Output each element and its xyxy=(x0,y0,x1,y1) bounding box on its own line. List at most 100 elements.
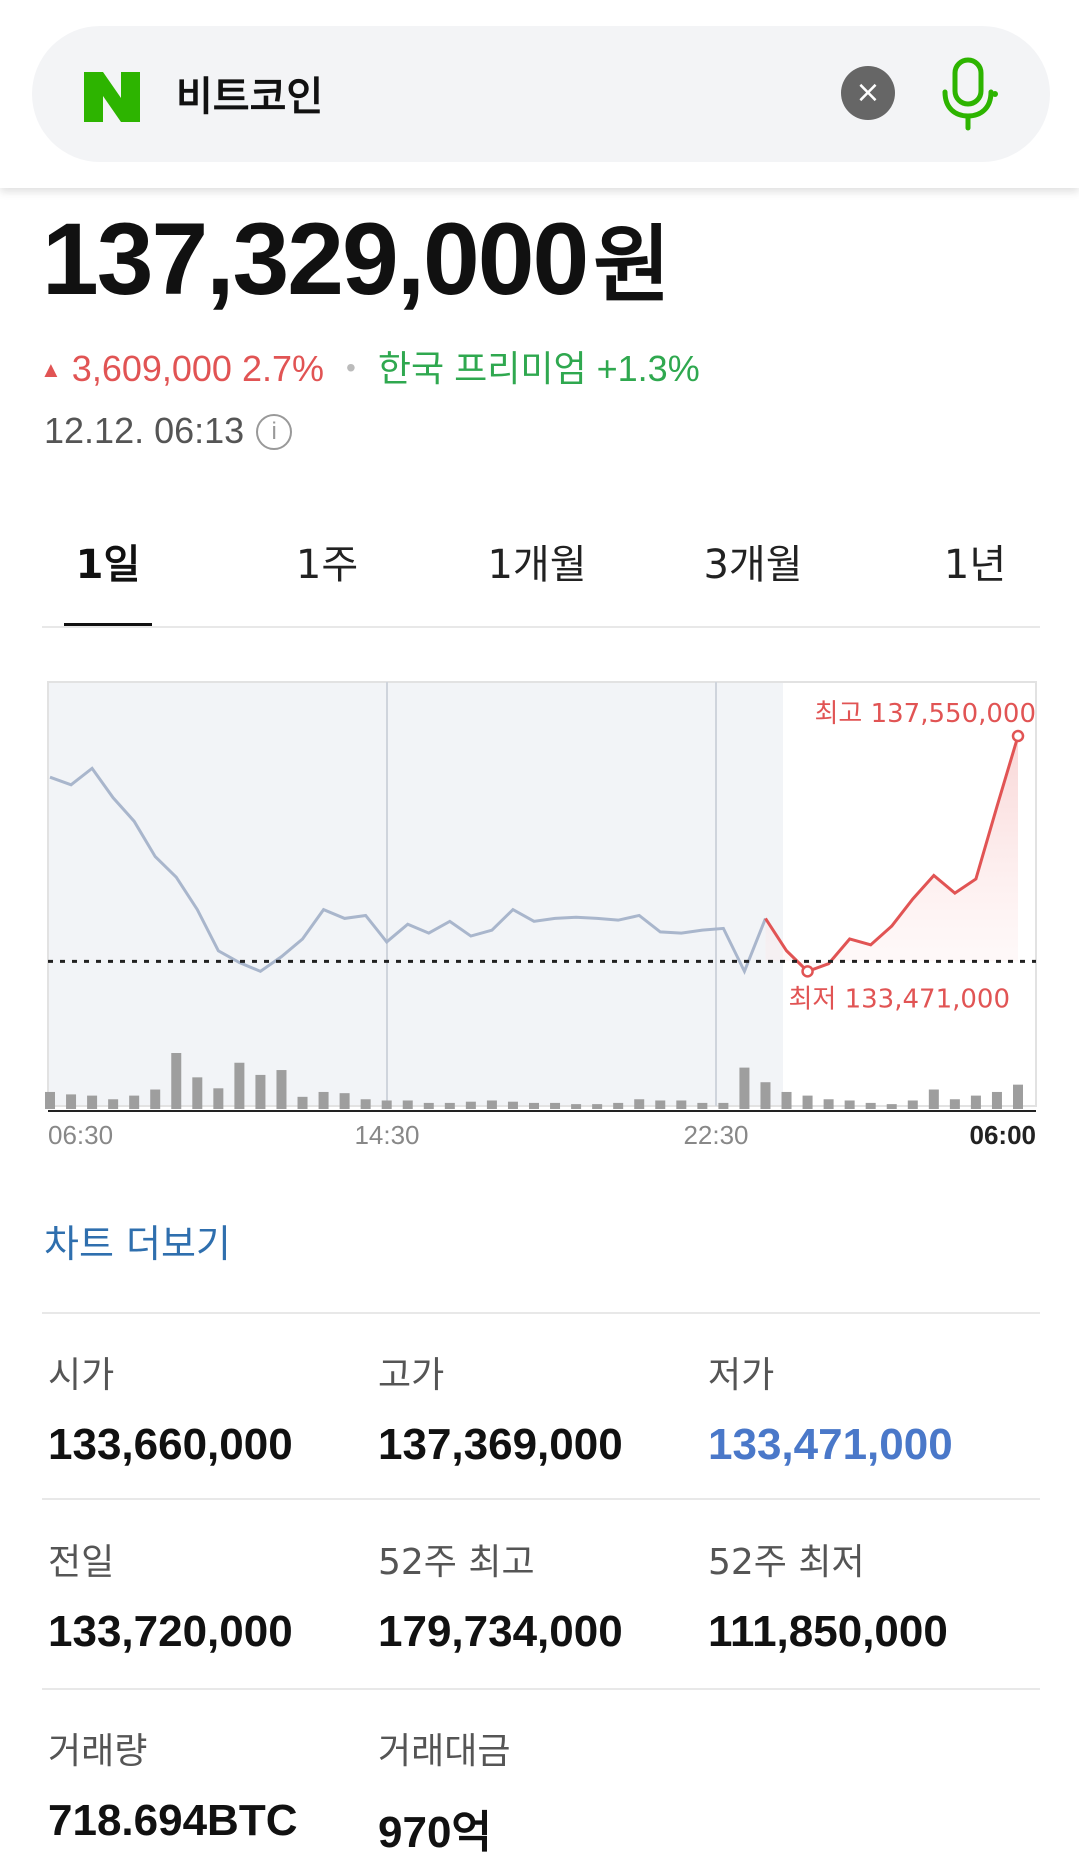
volume-bar xyxy=(213,1088,224,1109)
up-arrow-icon: ▲ xyxy=(40,357,62,382)
tab-1-week[interactable]: 1주 xyxy=(295,542,359,588)
stat-label: 저가 xyxy=(708,1355,775,1396)
volume-bar xyxy=(381,1100,392,1109)
timestamp-text: 12.12. 06:13 xyxy=(44,410,245,451)
volume-bar xyxy=(150,1089,161,1109)
tab-1-month[interactable]: 1개월 xyxy=(487,542,587,588)
search-header: 비트코인 × xyxy=(0,0,1079,188)
stat-open: 시가 133,660,000 xyxy=(48,1346,293,1470)
x-tick-0630: 06:30 xyxy=(48,1120,113,1150)
volume-bar xyxy=(276,1070,287,1109)
stat-value: 133,471,000 xyxy=(708,1420,953,1469)
separator-dot: • xyxy=(346,352,356,383)
volume-bar xyxy=(949,1099,960,1109)
volume-bar xyxy=(697,1102,708,1109)
volume-bar xyxy=(739,1067,750,1109)
volume-bar xyxy=(571,1104,582,1109)
stat-value: 179,734,000 xyxy=(378,1607,623,1656)
chart-more-link[interactable]: 차트 더보기 xyxy=(44,1222,231,1266)
volume-bar xyxy=(171,1053,182,1109)
volume-bar xyxy=(1013,1084,1023,1109)
price-change-row: ▲ 3,609,000 2.7% • 한국 프리미엄 +1.3% xyxy=(40,340,700,392)
volume-bar xyxy=(550,1102,561,1109)
price-chart[interactable]: 06:30 14:30 22:30 06:00 최고 137,550,000 최… xyxy=(40,676,1040,1156)
volume-bar xyxy=(823,1099,834,1109)
volume-bar xyxy=(465,1101,476,1109)
clear-icon[interactable]: × xyxy=(841,66,895,120)
premium-value[interactable]: +1.3% xyxy=(596,348,700,389)
tab-3-month[interactable]: 3개월 xyxy=(703,542,803,588)
stat-label: 52주 최저 xyxy=(708,1542,865,1583)
volume-bar xyxy=(781,1091,792,1109)
high-marker xyxy=(1011,729,1025,743)
chart-frame xyxy=(47,681,1037,1107)
period-tabs: 1일 1주 1개월 3개월 1년 xyxy=(42,530,1040,628)
stat-label: 거래량 xyxy=(48,1731,148,1772)
tab-1-year[interactable]: 1년 xyxy=(943,542,1007,588)
volume-bar xyxy=(613,1102,624,1109)
stat-value: 133,660,000 xyxy=(48,1420,293,1469)
volume-bar xyxy=(844,1100,855,1109)
stat-trade-value: 거래대금 970억 xyxy=(378,1722,510,1860)
stat-52week-high: 52주 최고 179,734,000 xyxy=(378,1533,623,1657)
search-bar[interactable]: 비트코인 × xyxy=(32,26,1050,162)
price-value: 137,329,000 xyxy=(42,202,589,316)
x-tick-2230: 22:30 xyxy=(683,1120,748,1150)
volume-bar xyxy=(802,1095,813,1109)
stat-label: 52주 최고 xyxy=(378,1542,535,1583)
volume-bar xyxy=(444,1102,455,1109)
stat-label: 거래대금 xyxy=(378,1731,511,1772)
info-icon[interactable]: i xyxy=(256,414,293,450)
volume-bar xyxy=(255,1074,266,1109)
volume-bar xyxy=(676,1100,687,1109)
volume-bar xyxy=(318,1091,329,1109)
change-amount: 3,609,000 xyxy=(71,348,232,389)
volume-bar xyxy=(718,1102,729,1109)
volume-bar xyxy=(108,1099,119,1109)
high-price-label: 최고 137,550,000 xyxy=(814,699,1036,729)
stat-value: 111,850,000 xyxy=(708,1607,948,1656)
quote-timestamp: 12.12. 06:13 i xyxy=(44,410,293,452)
volume-bar xyxy=(507,1101,518,1109)
volume-bar xyxy=(360,1099,371,1109)
stat-value: 133,720,000 xyxy=(48,1607,293,1656)
chart-svg: 06:30 14:30 22:30 06:00 최고 137,550,000 최… xyxy=(45,681,1037,1150)
volume-bar xyxy=(297,1096,308,1109)
stat-value: 137,369,000 xyxy=(378,1420,623,1469)
stat-52week-low: 52주 최저 111,850,000 xyxy=(708,1533,948,1657)
volume-bar xyxy=(928,1089,939,1109)
stat-previous-close: 전일 133,720,000 xyxy=(48,1533,293,1657)
stat-value: 970억 xyxy=(378,1808,492,1857)
price-unit: 원 xyxy=(593,218,670,312)
naver-logo[interactable] xyxy=(84,72,140,122)
divider-top xyxy=(42,1312,1040,1314)
low-marker xyxy=(801,965,814,978)
stat-label: 전일 xyxy=(48,1542,115,1583)
volume-bar xyxy=(87,1095,98,1109)
volume-bar xyxy=(886,1104,897,1109)
tab-1-day[interactable]: 1일 xyxy=(64,530,152,626)
premium-label[interactable]: 한국 프리미엄 xyxy=(377,348,587,389)
volume-bar xyxy=(634,1099,645,1109)
stat-low: 저가 133,471,000 xyxy=(708,1346,953,1470)
volume-bar xyxy=(760,1082,771,1109)
volume-bar xyxy=(129,1095,140,1109)
volume-bar xyxy=(655,1100,666,1109)
volume-bar xyxy=(529,1102,539,1109)
current-price: 137,329,000원 xyxy=(42,198,671,319)
volume-bar xyxy=(45,1091,55,1109)
volume-bar xyxy=(402,1100,413,1109)
search-query[interactable]: 비트코인 xyxy=(176,74,324,120)
volume-bar xyxy=(907,1100,918,1109)
volume-bar xyxy=(192,1077,203,1109)
x-tick-0600: 06:00 xyxy=(970,1120,1037,1150)
microphone-icon[interactable] xyxy=(937,54,999,134)
stat-value: 718.694BTC xyxy=(48,1796,298,1845)
volume-bar xyxy=(234,1062,245,1109)
stat-volume: 거래량 718.694BTC xyxy=(48,1722,297,1846)
past-price-line xyxy=(49,766,767,976)
past-session-background xyxy=(48,682,783,1106)
divider-row-2 xyxy=(42,1688,1040,1690)
change-percent: 2.7% xyxy=(241,348,325,389)
volume-bar xyxy=(865,1102,876,1109)
